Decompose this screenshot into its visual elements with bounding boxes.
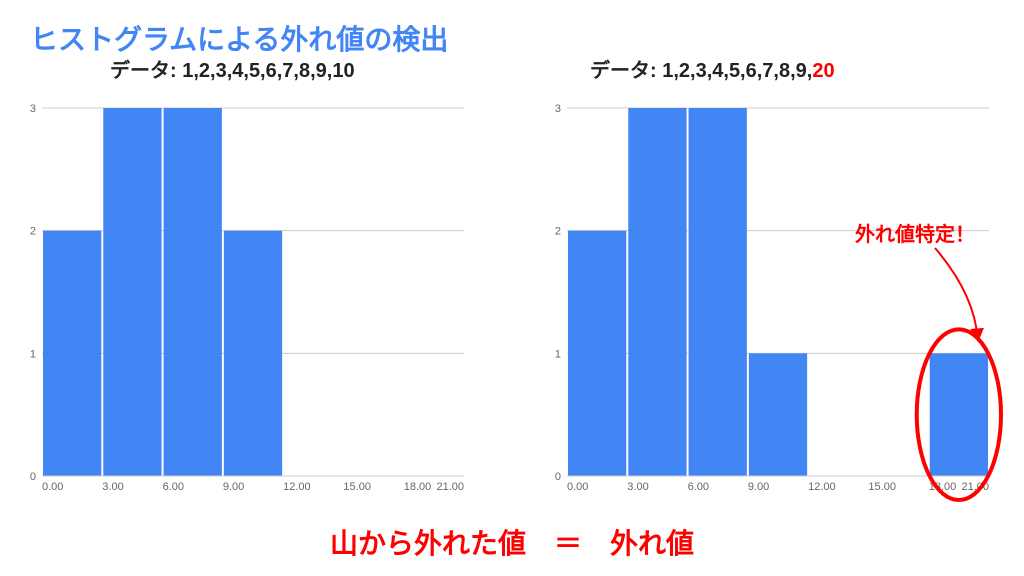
right-subtitle-prefix: データ: bbox=[590, 60, 662, 82]
left-subtitle-prefix: データ: bbox=[110, 60, 182, 82]
svg-text:0: 0 bbox=[30, 471, 36, 483]
svg-text:9.00: 9.00 bbox=[223, 481, 244, 493]
page-title: ヒストグラムによる外れ値の検出 bbox=[30, 18, 448, 58]
svg-text:21.00: 21.00 bbox=[436, 481, 464, 493]
left-histogram: 0 1 2 3 0.00 3.00 6.00 9.00 12.00 15.00 18.00 21.00 bbox=[10, 100, 470, 500]
svg-text:2: 2 bbox=[555, 226, 561, 238]
svg-text:15.00: 15.00 bbox=[343, 481, 371, 493]
right-subtitle-values: 1,2,3,4,5,6,7,8,9, bbox=[662, 60, 812, 82]
svg-text:12.00: 12.00 bbox=[283, 481, 311, 493]
svg-text:0: 0 bbox=[555, 471, 561, 483]
svg-text:18.00: 18.00 bbox=[404, 481, 432, 493]
outlier-annotation-label: 外れ値特定！ bbox=[855, 218, 975, 247]
svg-text:1: 1 bbox=[30, 348, 36, 360]
svg-text:3: 3 bbox=[555, 103, 561, 115]
left-subtitle: データ: 1,2,3,4,5,6,7,8,9,10 bbox=[110, 54, 355, 83]
svg-text:0.00: 0.00 bbox=[567, 481, 588, 493]
right-subtitle: データ: 1,2,3,4,5,6,7,8,9,20 bbox=[590, 54, 835, 83]
svg-text:9.00: 9.00 bbox=[748, 481, 769, 493]
svg-text:3.00: 3.00 bbox=[627, 481, 648, 493]
svg-text:21.00: 21.00 bbox=[961, 481, 989, 493]
svg-text:6.00: 6.00 bbox=[688, 481, 709, 493]
svg-text:0.00: 0.00 bbox=[42, 481, 63, 493]
svg-text:15.00: 15.00 bbox=[868, 481, 896, 493]
right-histogram: 0 1 2 3 0.00 3.00 6.00 9.00 12.00 15.00 18.00 21.00 bbox=[535, 100, 995, 500]
svg-text:12.00: 12.00 bbox=[808, 481, 836, 493]
svg-text:6.00: 6.00 bbox=[163, 481, 184, 493]
svg-text:2: 2 bbox=[30, 226, 36, 238]
left-subtitle-values: 1,2,3,4,5,6,7,8,9,10 bbox=[182, 60, 354, 82]
right-subtitle-outlier: 20 bbox=[812, 60, 834, 82]
svg-text:18.00: 18.00 bbox=[929, 481, 957, 493]
svg-text:1: 1 bbox=[555, 348, 561, 360]
svg-text:3: 3 bbox=[30, 103, 36, 115]
svg-text:3.00: 3.00 bbox=[102, 481, 123, 493]
bottom-equation: 山から外れた値 ＝ 外れ値 bbox=[0, 522, 1024, 562]
